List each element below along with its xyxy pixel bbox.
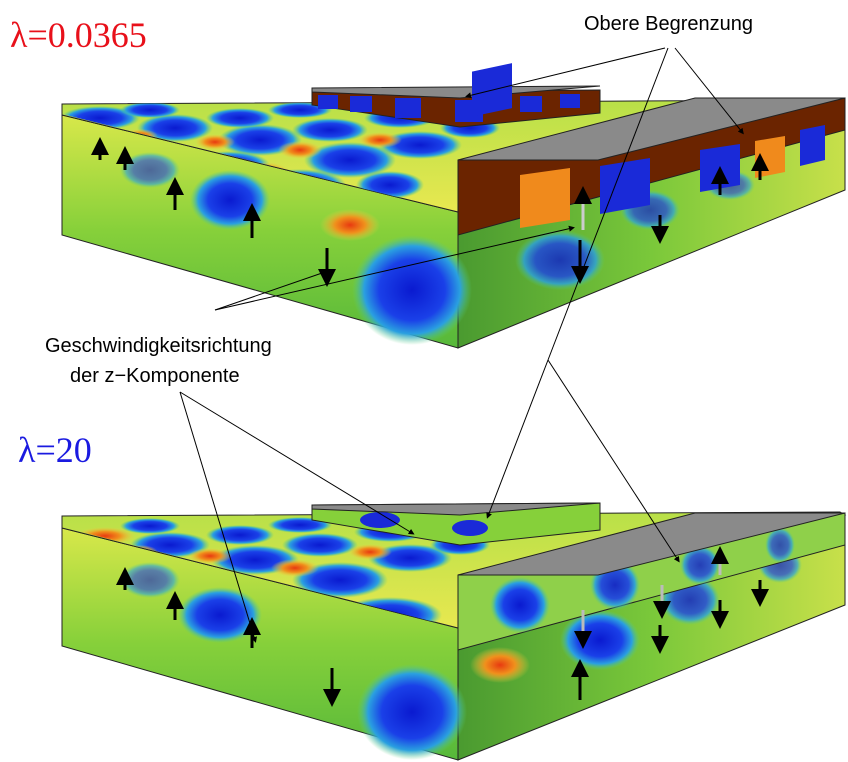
velocity-direction-label: Geschwindigkeitsrichtung: [45, 335, 272, 357]
top-velocity-arrows: [91, 137, 769, 287]
top-convection-block: [61, 63, 846, 349]
lambda-top-label: λ=0.0365: [10, 15, 147, 55]
lambda-bottom-label: λ=20: [18, 430, 92, 470]
upper-boundary-label: Obere Begrenzung: [584, 13, 753, 35]
velocity-direction-label-line2: der z−Komponente: [70, 365, 240, 387]
annotation-leader-lines: [179, 47, 744, 643]
bottom-convection-block: [61, 502, 847, 761]
